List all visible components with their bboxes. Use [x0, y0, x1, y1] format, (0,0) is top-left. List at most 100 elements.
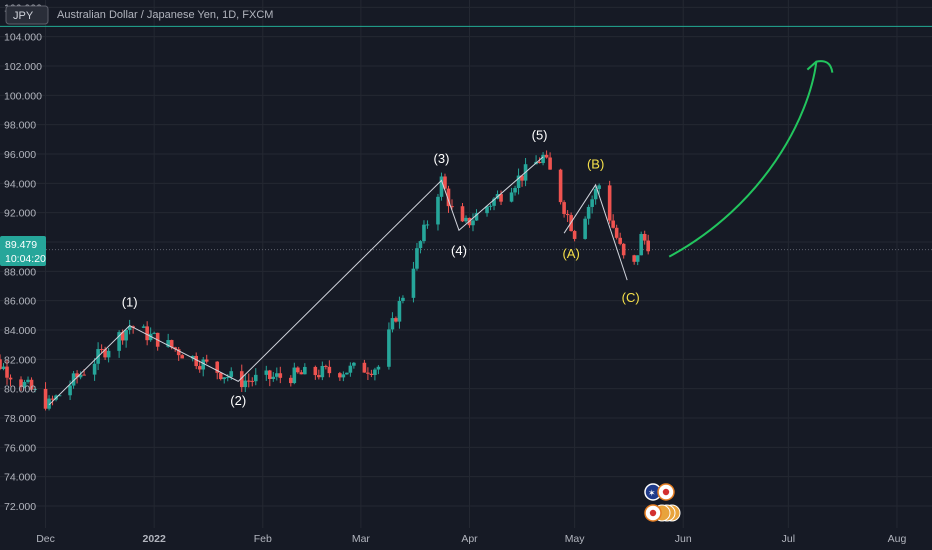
candle-body	[271, 376, 276, 379]
candle-body	[33, 388, 37, 390]
candle-body	[253, 374, 258, 382]
candle-body	[267, 370, 272, 379]
candle-body	[152, 332, 156, 334]
x-tick-label: Aug	[888, 533, 907, 545]
elliott-wave-lines	[48, 156, 628, 406]
candle-body	[71, 373, 76, 386]
candle-body	[572, 231, 577, 239]
japan-flag-sun-small	[649, 509, 657, 517]
candle-body	[338, 373, 342, 378]
x-tick-label: Mar	[352, 533, 371, 545]
candle-body	[446, 188, 451, 207]
candle-body	[425, 224, 430, 226]
candle-body	[565, 213, 570, 216]
candle-body	[509, 192, 514, 202]
candle-body	[474, 213, 479, 221]
candle-body	[642, 233, 647, 241]
currency-flags[interactable]: ✶	[644, 483, 681, 522]
candle-body	[292, 367, 297, 384]
candle-body	[562, 202, 566, 214]
candle-body	[250, 380, 255, 382]
symbol-badge[interactable]	[5, 5, 49, 25]
candle-body	[611, 220, 615, 228]
candle-body	[352, 362, 356, 366]
y-tick-label: 98.000	[4, 120, 36, 132]
candle-body	[120, 332, 125, 341]
candle-body	[148, 333, 153, 341]
candle-body	[19, 379, 23, 387]
projection-arrow	[668, 61, 818, 258]
candle-body	[264, 370, 269, 375]
wave-label: (3)	[434, 151, 450, 166]
wave-label: (2)	[230, 393, 246, 408]
wave-line	[48, 156, 544, 406]
candle-body	[593, 188, 598, 200]
candle-body	[488, 205, 493, 207]
y-tick-label: 86.000	[4, 296, 36, 308]
wave-label: (B)	[587, 157, 604, 172]
wave-label: (A)	[562, 246, 579, 261]
candle-body	[320, 365, 325, 378]
candle-body	[411, 268, 416, 298]
y-tick-label: 72.000	[4, 501, 36, 513]
price-tag	[0, 236, 46, 266]
wave-label: (C)	[622, 290, 640, 305]
candle-body	[289, 377, 293, 384]
candle-body	[239, 371, 244, 388]
candle-body	[194, 355, 199, 367]
y-tick-label: 94.000	[4, 178, 36, 190]
candle-body	[43, 388, 48, 409]
candle-body	[324, 365, 328, 367]
candle-body	[513, 188, 517, 193]
y-tick-label: 78.000	[4, 413, 36, 425]
candles	[0, 150, 650, 411]
candle-body	[464, 217, 468, 222]
candle-body	[415, 248, 419, 269]
wave-line	[563, 183, 628, 281]
x-tick-label: Feb	[254, 533, 272, 545]
candle-body	[436, 196, 440, 225]
x-tick-label: Apr	[461, 533, 478, 545]
candle-body	[362, 362, 367, 373]
y-tick-label: 96.000	[4, 149, 36, 161]
candle-body	[390, 318, 395, 330]
header: JPY Australian Dollar / Japanese Yen, 1D…	[5, 5, 273, 25]
candle-body	[401, 297, 405, 301]
candle-body	[229, 371, 234, 377]
x-tick-label: 2022	[142, 533, 166, 545]
candle-body	[166, 340, 170, 347]
candle-body	[176, 349, 181, 356]
candle-body	[124, 329, 128, 341]
candle-body	[222, 377, 227, 380]
arrow-head-icon	[806, 60, 834, 73]
candle-body	[47, 398, 51, 409]
y-tick-label: 74.000	[4, 472, 36, 484]
candle-body	[296, 367, 300, 373]
candle-body	[516, 175, 521, 189]
last-price: 89.479	[5, 239, 37, 251]
candle-body	[215, 361, 220, 373]
candle-body	[78, 374, 83, 378]
y-tick-label: 100.000	[4, 90, 42, 102]
candle-body	[369, 373, 374, 375]
candle-body	[387, 329, 391, 367]
y-tick-label: 84.000	[4, 325, 36, 337]
candle-body	[190, 355, 195, 359]
candle-body	[246, 380, 251, 382]
candle-body	[485, 206, 489, 214]
candle-body	[499, 194, 503, 202]
x-tick-label: Jun	[675, 533, 692, 545]
japan-flag-sun	[662, 488, 670, 496]
candle-body	[548, 157, 552, 170]
candle-body	[103, 349, 107, 358]
wave-labels: (1) (2) (3) (4) (5) (A) (B) (C)	[122, 127, 640, 407]
symbol-badge-label: JPY	[13, 10, 34, 22]
wave-label: (4)	[451, 243, 467, 258]
candle-body	[218, 372, 223, 380]
candle-body	[57, 395, 62, 397]
candle-body	[558, 169, 563, 203]
candle-body	[299, 372, 304, 375]
candle-body	[313, 366, 318, 376]
candle-body	[397, 300, 402, 322]
